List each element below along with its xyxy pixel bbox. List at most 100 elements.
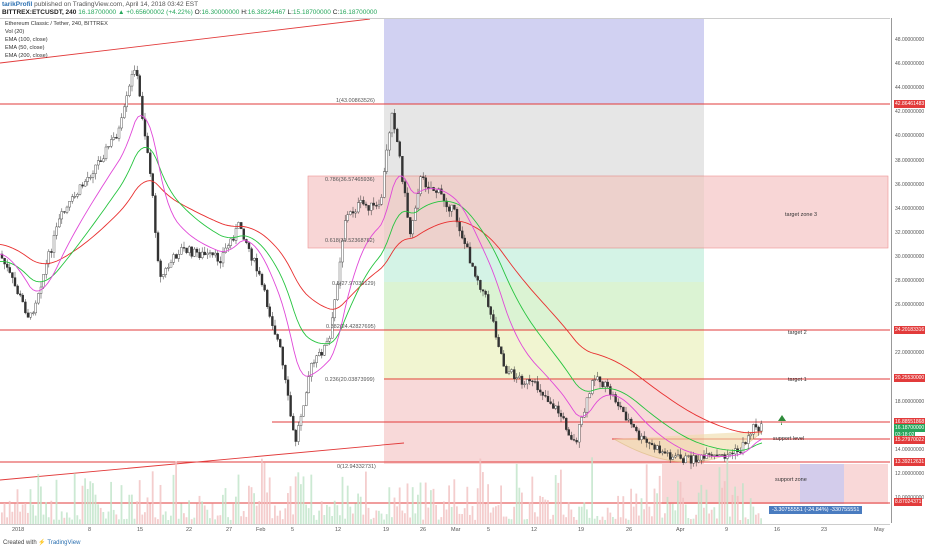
volume-bar: [687, 518, 690, 524]
price-tag: 8.87024371: [894, 498, 923, 506]
volume-bar: [393, 497, 396, 524]
candle: [250, 248, 253, 261]
volume-bar: [339, 515, 341, 524]
candle: [55, 226, 58, 236]
tradingview-logo[interactable]: ⚡ TradingView: [38, 540, 81, 546]
candle: [515, 377, 518, 379]
volume-bar: [326, 504, 328, 524]
volume-bar: [224, 488, 227, 524]
volume-bar: [544, 499, 547, 524]
volume-bar: [703, 507, 705, 524]
candle: [239, 222, 243, 230]
volume-bar: [521, 492, 523, 524]
volume-bar: [232, 504, 235, 524]
candle: [489, 306, 492, 315]
volume-bar: [713, 507, 716, 524]
legend-symbol[interactable]: Ethereum Classic / Tether, 240, BITTREX: [5, 21, 108, 27]
volume-bar: [560, 469, 562, 524]
volume-bar: [120, 485, 123, 524]
legend-ema200[interactable]: EMA (200, close): [5, 53, 48, 59]
volume-bar: [336, 505, 339, 524]
candle: [658, 445, 661, 454]
candle: [346, 214, 349, 221]
chart-area[interactable]: [0, 18, 890, 525]
legend-ema50[interactable]: EMA (50, close): [5, 45, 45, 51]
volume-bar: [362, 514, 365, 524]
volume-bar: [112, 509, 115, 524]
time-tick-label: 19: [578, 527, 585, 533]
candle: [213, 252, 217, 256]
candle: [721, 454, 724, 456]
volume-bar: [653, 488, 656, 524]
candle: [442, 194, 446, 202]
volume-bar: [136, 501, 138, 524]
volume-bar: [250, 487, 253, 524]
volume-bar: [198, 495, 201, 524]
volume-bar: [604, 519, 606, 524]
candle: [583, 411, 586, 418]
volume-bar: [671, 503, 674, 524]
candle: [237, 222, 240, 229]
candle: [351, 211, 355, 214]
legend-ema100[interactable]: EMA (100, close): [5, 37, 48, 43]
candle: [117, 127, 121, 139]
volume-bar: [24, 503, 27, 524]
time-tick-label: 9: [725, 527, 729, 533]
target-zone-3-label: target zone 3: [785, 212, 818, 218]
candle: [370, 202, 373, 211]
candle: [349, 211, 352, 215]
candle: [154, 195, 157, 233]
candle: [255, 257, 259, 272]
volume-bar: [266, 492, 268, 524]
volume-bar: [432, 488, 435, 524]
volume-bar: [138, 480, 141, 524]
candle: [643, 435, 646, 440]
candle: [679, 454, 682, 459]
volume-bar: [172, 474, 175, 524]
volume-bar: [68, 517, 71, 524]
volume-bar: [404, 513, 406, 524]
candle: [440, 188, 443, 195]
candle: [700, 454, 703, 461]
volume-bar: [744, 517, 747, 524]
legend-vol[interactable]: Vol (20): [5, 29, 25, 35]
price-tag: 16.88551868: [894, 418, 926, 426]
candle: [252, 257, 256, 261]
ema-50-line: [0, 115, 763, 458]
volume-bar: [115, 514, 118, 524]
candle: [86, 177, 90, 182]
candle: [190, 246, 194, 257]
volume-bar: [214, 519, 216, 524]
candle: [523, 383, 526, 385]
candle: [63, 211, 66, 213]
candle: [713, 454, 716, 456]
volume-bar: [107, 511, 110, 524]
author-link[interactable]: tarikProfil: [2, 1, 33, 8]
candle: [377, 204, 381, 207]
candle: [692, 455, 695, 464]
volume-bar: [284, 508, 287, 524]
candle: [744, 442, 747, 444]
candle: [471, 262, 474, 267]
candle: [435, 190, 438, 193]
volume-bar: [502, 516, 505, 524]
candle: [554, 405, 557, 409]
volume-bar: [627, 519, 630, 524]
volume-bar: [102, 512, 105, 524]
time-tick-label: 19: [383, 527, 390, 533]
volume-bar: [570, 509, 573, 524]
price-chart[interactable]: [0, 19, 890, 524]
volume-bar: [536, 516, 539, 524]
candle: [619, 405, 622, 408]
candle: [393, 112, 396, 130]
volume-bar: [723, 481, 726, 524]
volume-bar: [466, 486, 469, 524]
candle: [585, 397, 589, 413]
volume-bar: [190, 519, 193, 524]
volume-bar: [92, 483, 94, 524]
volume-bar: [222, 494, 224, 524]
fib-band-ext: [384, 19, 704, 104]
volume-bar: [154, 517, 157, 524]
volume-bar: [151, 471, 154, 524]
volume-bar: [149, 503, 151, 524]
